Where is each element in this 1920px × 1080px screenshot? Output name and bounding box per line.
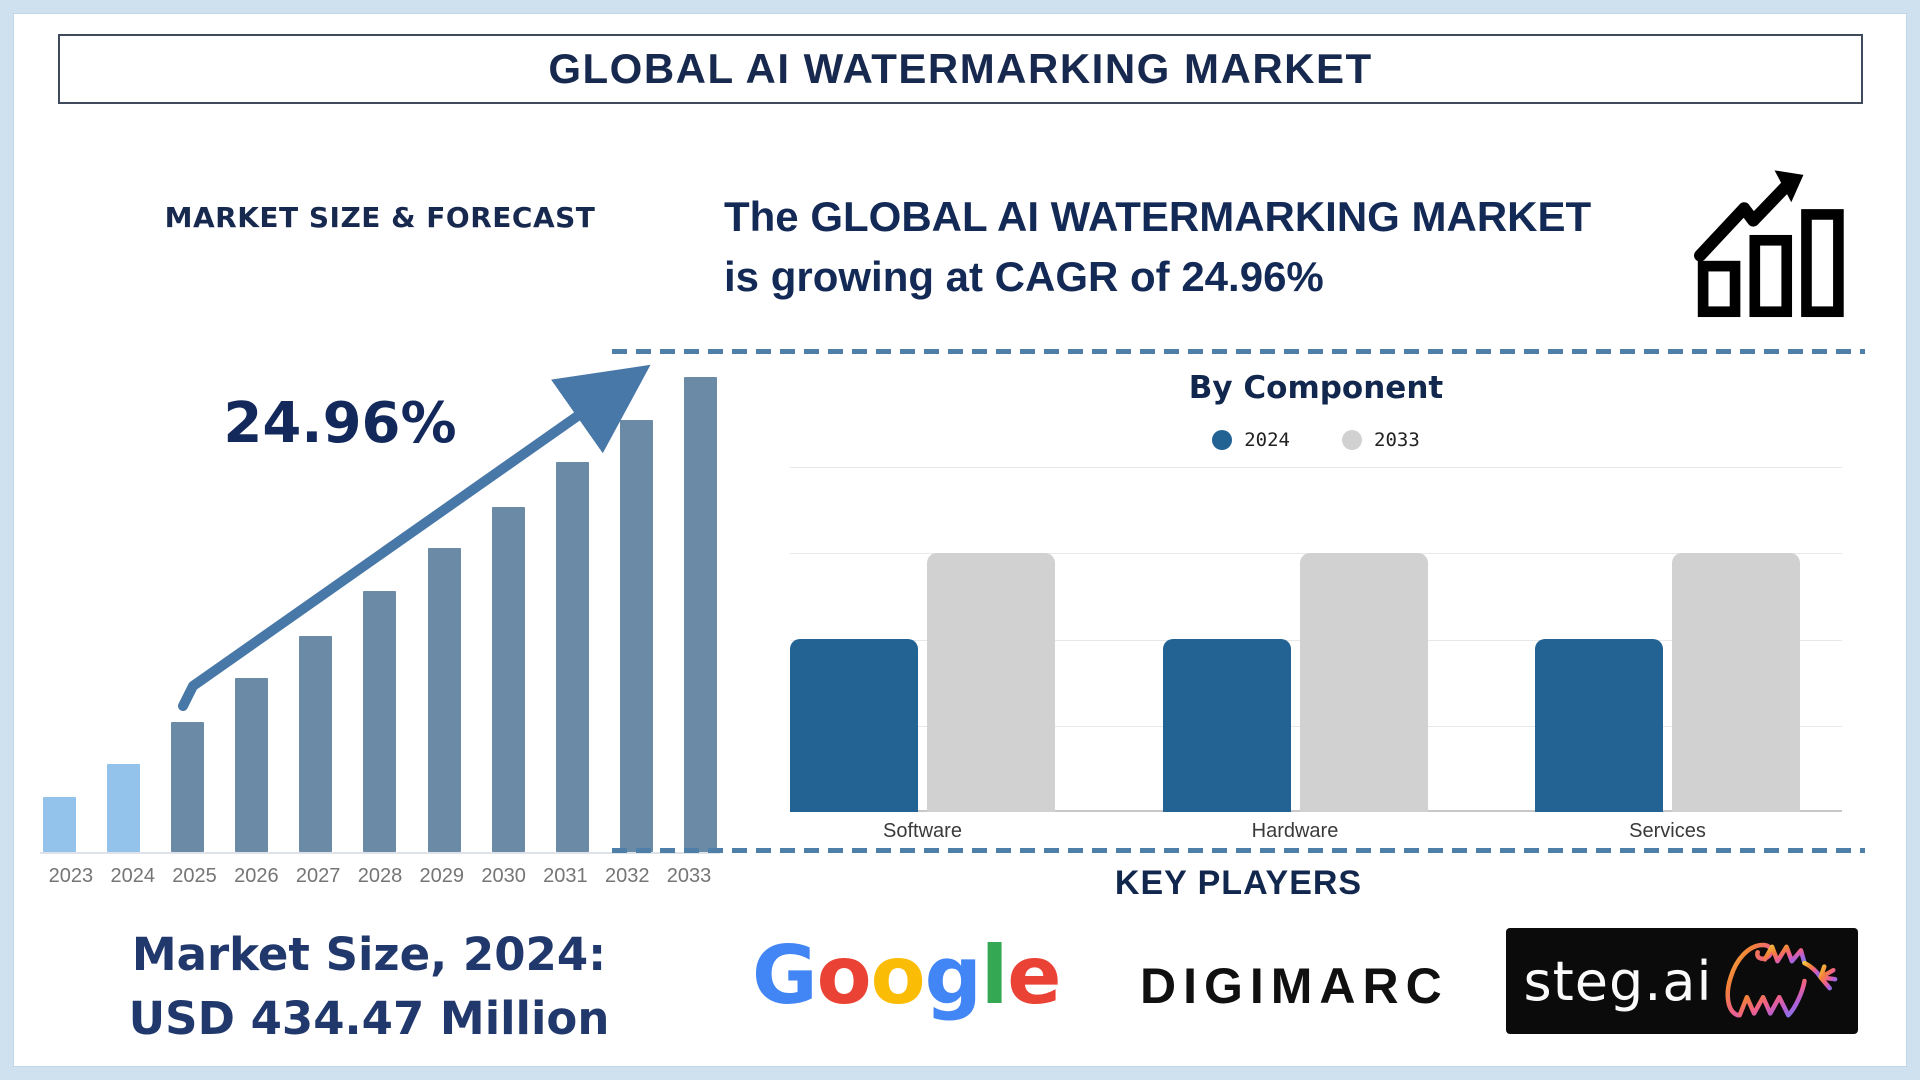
forecast-bar-2033 — [683, 377, 717, 852]
forecast-bar-2032 — [619, 420, 653, 852]
google-letter: l — [980, 929, 1008, 1022]
year-label-2027: 2027 — [295, 865, 341, 887]
bar-services-2033 — [1672, 553, 1800, 812]
year-label-2033: 2033 — [666, 865, 712, 887]
component-groups — [790, 467, 1842, 812]
google-letter: g — [924, 929, 982, 1022]
dashed-divider-bottom — [612, 848, 1865, 853]
component-legend: 2024 2033 — [790, 429, 1842, 451]
year-label-2030: 2030 — [481, 865, 526, 887]
forecast-bar-2024 — [107, 764, 141, 852]
cagr-headline-line2: is growing at CAGR of 24.96% — [724, 252, 1324, 300]
forecast-bars — [40, 368, 720, 852]
google-letter: o — [870, 929, 926, 1022]
bar-services-2024 — [1535, 639, 1663, 812]
year-label-2028: 2028 — [357, 865, 403, 887]
market-size-line2: USD 434.47 Million — [128, 991, 610, 1045]
cagr-headline: The GLOBAL AI WATERMARKING MARKET is gro… — [724, 187, 1684, 306]
forecast-bar-2026 — [235, 678, 269, 852]
category-label-software: Software — [883, 820, 962, 842]
forecast-bar-2031 — [555, 462, 589, 852]
year-label-2026: 2026 — [234, 865, 279, 887]
component-group-software — [790, 553, 1055, 812]
legend-label-2024: 2024 — [1244, 429, 1290, 451]
year-label-2025: 2025 — [172, 865, 217, 887]
digimarc-logo: DIGIMARC — [1140, 958, 1449, 1014]
legend-dot-2033 — [1342, 430, 1362, 450]
bar-hardware-2033 — [1299, 553, 1428, 812]
dashed-divider-top — [612, 349, 1865, 354]
forecast-bar-chart — [40, 364, 720, 854]
forecast-year-axis: 2023 2024 2025 2026 2027 2028 2029 2030 2031 2032… — [40, 865, 720, 888]
forecast-bar-2028 — [363, 591, 397, 852]
google-letter: e — [1007, 929, 1061, 1022]
forecast-bar-2025 — [171, 722, 205, 852]
legend-label-2033: 2033 — [1374, 429, 1420, 451]
legend-item-2033: 2033 — [1342, 429, 1420, 451]
google-letter: G — [752, 929, 818, 1022]
stegosaurus-icon — [1725, 942, 1837, 1018]
component-group-hardware — [1162, 553, 1428, 812]
stegai-logo: steg.ai — [1506, 928, 1858, 1034]
title-box: GLOBAL AI WATERMARKING MARKET — [58, 34, 1863, 104]
year-label-2029: 2029 — [419, 865, 465, 887]
forecast-bar-2029 — [427, 548, 461, 852]
component-bar-chart — [790, 467, 1842, 812]
year-label-2031: 2031 — [543, 865, 588, 887]
gridline — [790, 467, 1842, 468]
cagr-label: 24.96% — [223, 391, 457, 456]
legend-dot-2024 — [1212, 430, 1233, 450]
market-size-line1: Market Size, 2024: — [131, 928, 607, 981]
year-label-2023: 2023 — [48, 865, 94, 887]
component-category-axis: Software Hardware Services — [790, 820, 1842, 843]
google-logo: Google — [752, 929, 1062, 1022]
legend-item-2024: 2024 — [1212, 429, 1290, 451]
cagr-headline-line1: The GLOBAL AI WATERMARKING MARKET — [724, 193, 1592, 240]
trend-arrow-icon — [178, 364, 651, 711]
key-players-heading: KEY PLAYERS — [1114, 864, 1363, 902]
category-label-hardware: Hardware — [1251, 820, 1339, 842]
forecast-bar-2030 — [491, 507, 525, 852]
stegai-logo-text: steg.ai — [1523, 949, 1713, 1013]
bar-software-2024 — [790, 639, 918, 812]
bar-software-2033 — [927, 553, 1055, 812]
bar-hardware-2024 — [1162, 639, 1291, 812]
market-size-callout: Market Size, 2024: USD 434.47 Million — [64, 923, 674, 1051]
component-chart-title: By Component — [1188, 370, 1444, 406]
year-label-2032: 2032 — [604, 865, 650, 887]
page-title: GLOBAL AI WATERMARKING MARKET — [548, 45, 1373, 92]
year-label-2024: 2024 — [110, 865, 155, 887]
forecast-bar-2023 — [43, 797, 76, 852]
component-group-services — [1535, 553, 1800, 812]
growth-chart-icon — [1694, 170, 1844, 318]
category-label-services: Services — [1629, 820, 1706, 842]
forecast-bar-2027 — [299, 636, 333, 852]
google-letter: o — [816, 929, 872, 1022]
forecast-heading: MARKET SIZE & FORECAST — [164, 201, 596, 234]
